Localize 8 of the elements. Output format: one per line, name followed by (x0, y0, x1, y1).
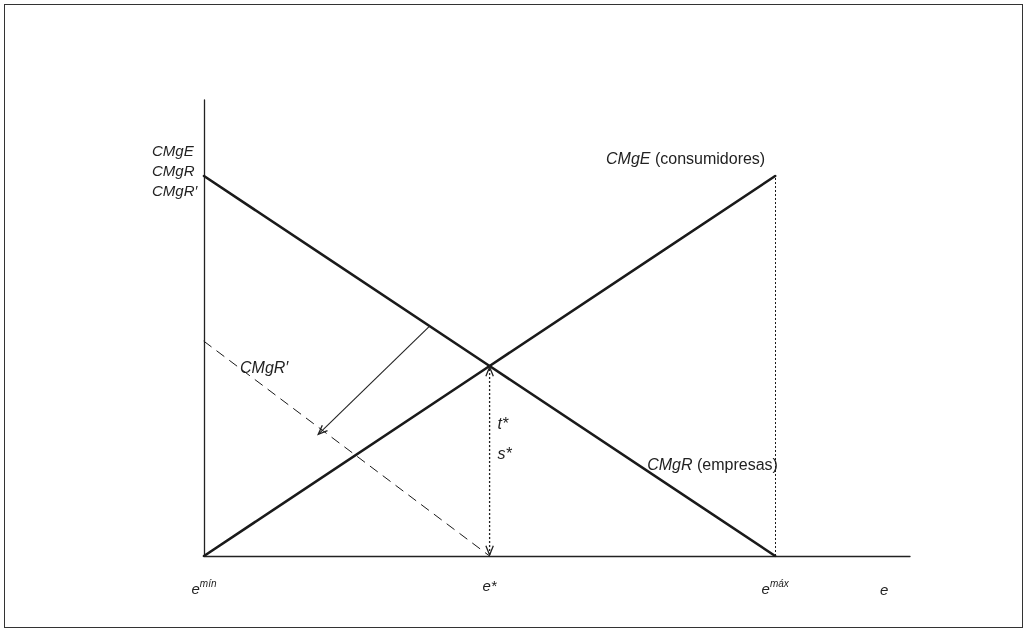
x-tick-label: e* (482, 577, 498, 594)
annotation: t* (497, 414, 510, 432)
series-label: CMgE (consumidores) (606, 149, 766, 167)
annotation: s* (497, 444, 513, 462)
series-label: CMgR (empresas) (647, 455, 778, 473)
series-label: CMgR′ (240, 358, 290, 376)
x-axis-title: e (880, 581, 889, 598)
y-axis-title: CMgE CMgR CMgR′ (152, 141, 199, 199)
